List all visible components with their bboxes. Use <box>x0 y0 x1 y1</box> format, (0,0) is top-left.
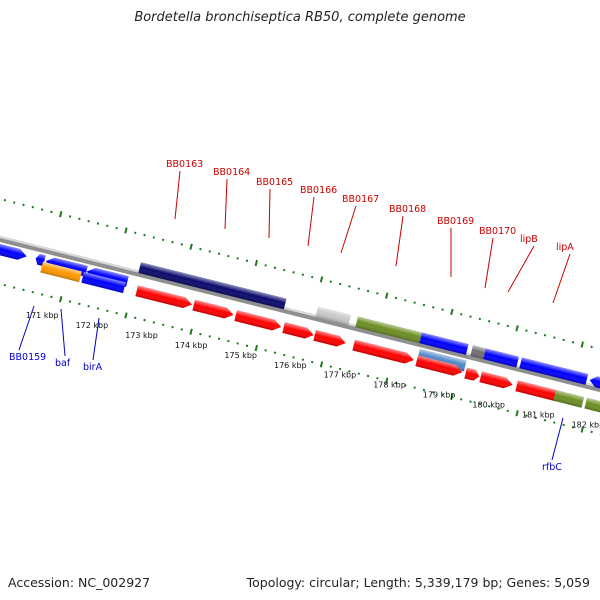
scale-dots-bottom <box>3 283 600 436</box>
gene-rfbc[interactable] <box>553 390 585 408</box>
gene-bb0170-gray[interactable] <box>470 345 487 360</box>
gene-label-bb0170[interactable]: BB0170 <box>479 226 516 237</box>
leader-line <box>268 188 271 239</box>
gene-rfbc-upper[interactable] <box>558 367 589 385</box>
gene-lipa-blue[interactable] <box>519 357 573 381</box>
leader-line <box>60 308 66 357</box>
gene-label-bb0159[interactable]: BB0159 <box>9 352 46 363</box>
axis-tick-label: 172 kbp <box>76 321 109 330</box>
gene-bb0166b[interactable] <box>282 322 315 340</box>
leader-line <box>552 253 571 304</box>
axis-tick-label: 171 kbp <box>26 311 59 320</box>
gene-lipb-blue[interactable] <box>483 348 519 368</box>
accession-text: Accession: NC_002927 <box>8 575 151 590</box>
axis-tick-label: 181 kbp <box>522 411 555 420</box>
gene-label-bb0163[interactable]: BB0163 <box>166 159 203 170</box>
gene-label-bira[interactable]: birA <box>83 362 103 373</box>
axis-tick-label: 178 kbp <box>373 381 406 390</box>
gene-bb0164[interactable] <box>135 285 193 310</box>
leader-line <box>484 237 494 289</box>
gene-bb0168[interactable] <box>352 339 415 366</box>
gene-label-baf[interactable]: baf <box>55 358 71 369</box>
gene-label-rfbc[interactable]: rfbC <box>542 462 562 473</box>
gene-label-bb0169[interactable]: BB0169 <box>437 216 474 227</box>
leader-line <box>340 205 357 254</box>
gene-bb0167-gray[interactable] <box>315 306 351 326</box>
scale-dots-top <box>3 198 600 351</box>
axis-tick-label: 173 kbp <box>125 331 158 340</box>
gene-bb0168-olive[interactable] <box>355 316 423 344</box>
gene-bb0167[interactable] <box>313 330 347 348</box>
map-title: Bordetella bronchiseptica RB50, complete… <box>134 10 466 25</box>
gene-bb0166[interactable] <box>234 310 282 332</box>
leader-line <box>174 170 181 220</box>
gene-bb0169[interactable] <box>415 355 463 378</box>
axis-tick-label: 179 kbp <box>423 391 456 400</box>
gene-label-lipa[interactable]: lipA <box>556 242 574 253</box>
leader-line <box>92 317 100 361</box>
gene-baf[interactable] <box>40 261 82 283</box>
gene-bb0169-blue[interactable] <box>419 332 469 355</box>
leader-line <box>507 245 535 293</box>
gene-label-bb0167[interactable]: BB0167 <box>342 194 379 205</box>
axis-tick-label: 182 kbp <box>572 420 600 429</box>
gene-bb0163-block[interactable] <box>138 262 287 310</box>
axis-tick-label: 174 kbp <box>175 341 208 350</box>
leader-line <box>224 178 228 230</box>
gene-baf-2[interactable] <box>81 272 126 294</box>
gene-label-bb0166[interactable]: BB0166 <box>300 185 337 196</box>
leader-line <box>551 417 564 461</box>
genome-summary-text: Topology: circular; Length: 5,339,179 bp… <box>246 575 590 590</box>
gene-bb0159[interactable] <box>0 242 28 262</box>
gene-rfbc-2[interactable] <box>584 397 600 414</box>
axis-tick-label: 175 kbp <box>224 351 257 360</box>
gene-label-lipb[interactable]: lipB <box>520 234 538 245</box>
gene-label-bb0164[interactable]: BB0164 <box>213 167 250 178</box>
leader-line <box>18 305 35 351</box>
leader-line <box>395 215 404 267</box>
gene-lipb[interactable] <box>479 371 514 391</box>
gene-lipa[interactable] <box>515 380 566 404</box>
gene-rfbc-upper-2[interactable] <box>588 375 600 391</box>
axis-tick-label: 180 kbp <box>472 401 505 410</box>
axis-tick-label: 176 kbp <box>274 361 307 370</box>
gene-bb0165[interactable] <box>192 299 234 321</box>
gene-label-bb0165[interactable]: BB0165 <box>256 177 293 188</box>
leader-line <box>307 196 315 247</box>
gene-label-bb0168[interactable]: BB0168 <box>389 204 426 215</box>
axis-tick-label: 177 kbp <box>324 371 357 380</box>
gene-bb0170[interactable] <box>464 367 480 382</box>
